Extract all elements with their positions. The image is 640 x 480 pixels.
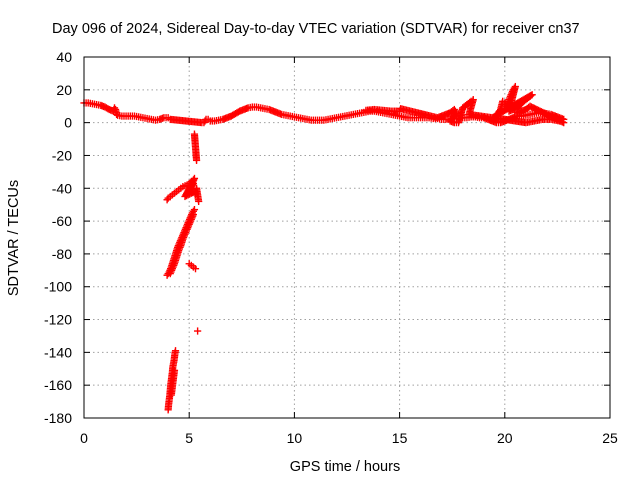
- y-tick-label: -180: [44, 410, 72, 426]
- data-point: [189, 212, 197, 220]
- data-point: [184, 224, 192, 232]
- x-tick-label: 0: [80, 430, 88, 446]
- data-point: [190, 206, 199, 214]
- data-point: [182, 227, 190, 235]
- y-tick-label: -20: [52, 147, 72, 163]
- data-point: [181, 192, 189, 201]
- data-point: [168, 266, 176, 274]
- data-point: [179, 235, 187, 243]
- data-point: [187, 217, 195, 225]
- data-point: [188, 214, 196, 222]
- x-tick-label: 25: [602, 430, 618, 446]
- data-point: [110, 104, 119, 112]
- y-tick-label: -40: [52, 180, 72, 196]
- data-point: [184, 191, 192, 199]
- data-point: [181, 230, 189, 238]
- data-point: [167, 268, 175, 276]
- data-point: [194, 327, 202, 335]
- data-point: [170, 261, 178, 269]
- x-axis-label: GPS time / hours: [290, 459, 400, 475]
- data-point: [113, 110, 121, 119]
- data-point: [168, 265, 176, 273]
- y-tick-label: 20: [56, 82, 72, 98]
- plot-frame: [83, 56, 611, 419]
- data-point: [560, 119, 568, 127]
- data-point: [182, 192, 191, 200]
- data-point: [191, 265, 200, 273]
- data-point: [185, 220, 193, 228]
- y-tick-label: -80: [52, 246, 72, 262]
- data-point: [180, 232, 188, 240]
- grid-lines: [84, 57, 610, 418]
- x-tick-label: 20: [497, 430, 513, 446]
- y-axis-label: SDTVAR / TECUs: [6, 180, 22, 296]
- data-point: [179, 233, 188, 242]
- y-tick-label: -100: [44, 279, 72, 295]
- data-point: [170, 366, 179, 375]
- data-point: [182, 228, 190, 237]
- data-points: [80, 82, 568, 414]
- y-tick-label: -160: [44, 377, 72, 393]
- y-tick-label: 0: [64, 115, 72, 131]
- data-point: [169, 263, 177, 271]
- x-tick-label: 10: [287, 430, 303, 446]
- data-point: [163, 196, 171, 204]
- data-point: [175, 247, 183, 255]
- y-tick-label: -140: [44, 344, 72, 360]
- data-point: [187, 215, 195, 224]
- data-point: [186, 219, 194, 227]
- data-point: [191, 191, 200, 199]
- data-point: [184, 222, 193, 230]
- data-point: [166, 270, 174, 278]
- axis-ticks: 40 20 0 -20 -40 -60 -80 -100 -120 -140 -160 -180 0 5 1…: [44, 49, 618, 446]
- data-point: [176, 243, 184, 251]
- data-point: [171, 347, 180, 355]
- y-tick-label: -60: [52, 213, 72, 229]
- x-tick-label: 5: [185, 430, 193, 446]
- data-point: [189, 210, 198, 219]
- x-tick-label: 15: [392, 430, 408, 446]
- y-tick-label: -120: [44, 312, 72, 328]
- chart-title: Day 096 of 2024, Sidereal Day-to-day VTE…: [52, 21, 580, 37]
- data-point: [192, 156, 201, 164]
- data-point: [183, 225, 191, 233]
- y-tick-label: 40: [56, 49, 72, 65]
- data-point: [175, 245, 183, 253]
